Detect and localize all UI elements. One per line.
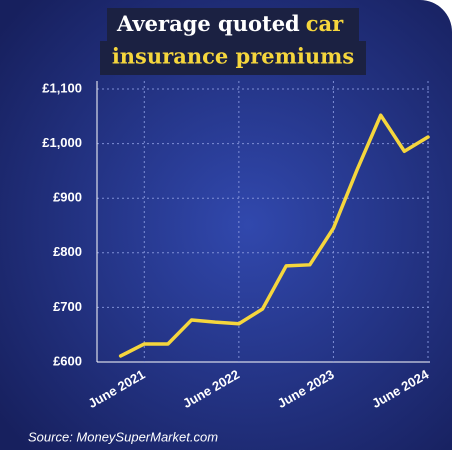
title-text: Average quoted — [116, 11, 300, 36]
line-series — [118, 113, 430, 358]
source: Source: MoneySuperMarket.com — [28, 429, 218, 444]
title-text: insurance premiums — [112, 44, 354, 69]
y-tick-label: £1,100 — [42, 80, 82, 95]
y-tick-label: £800 — [53, 244, 82, 259]
y-tick-label: £700 — [53, 299, 82, 314]
title-highlight: car — [306, 11, 344, 36]
y-tick-label: £600 — [53, 353, 82, 368]
title-box — [100, 41, 366, 75]
y-tick-label: £900 — [53, 190, 82, 205]
y-tick-label: £1,000 — [42, 135, 82, 150]
title-box — [107, 8, 359, 41]
chart-title: Average quoted car — [116, 11, 344, 36]
